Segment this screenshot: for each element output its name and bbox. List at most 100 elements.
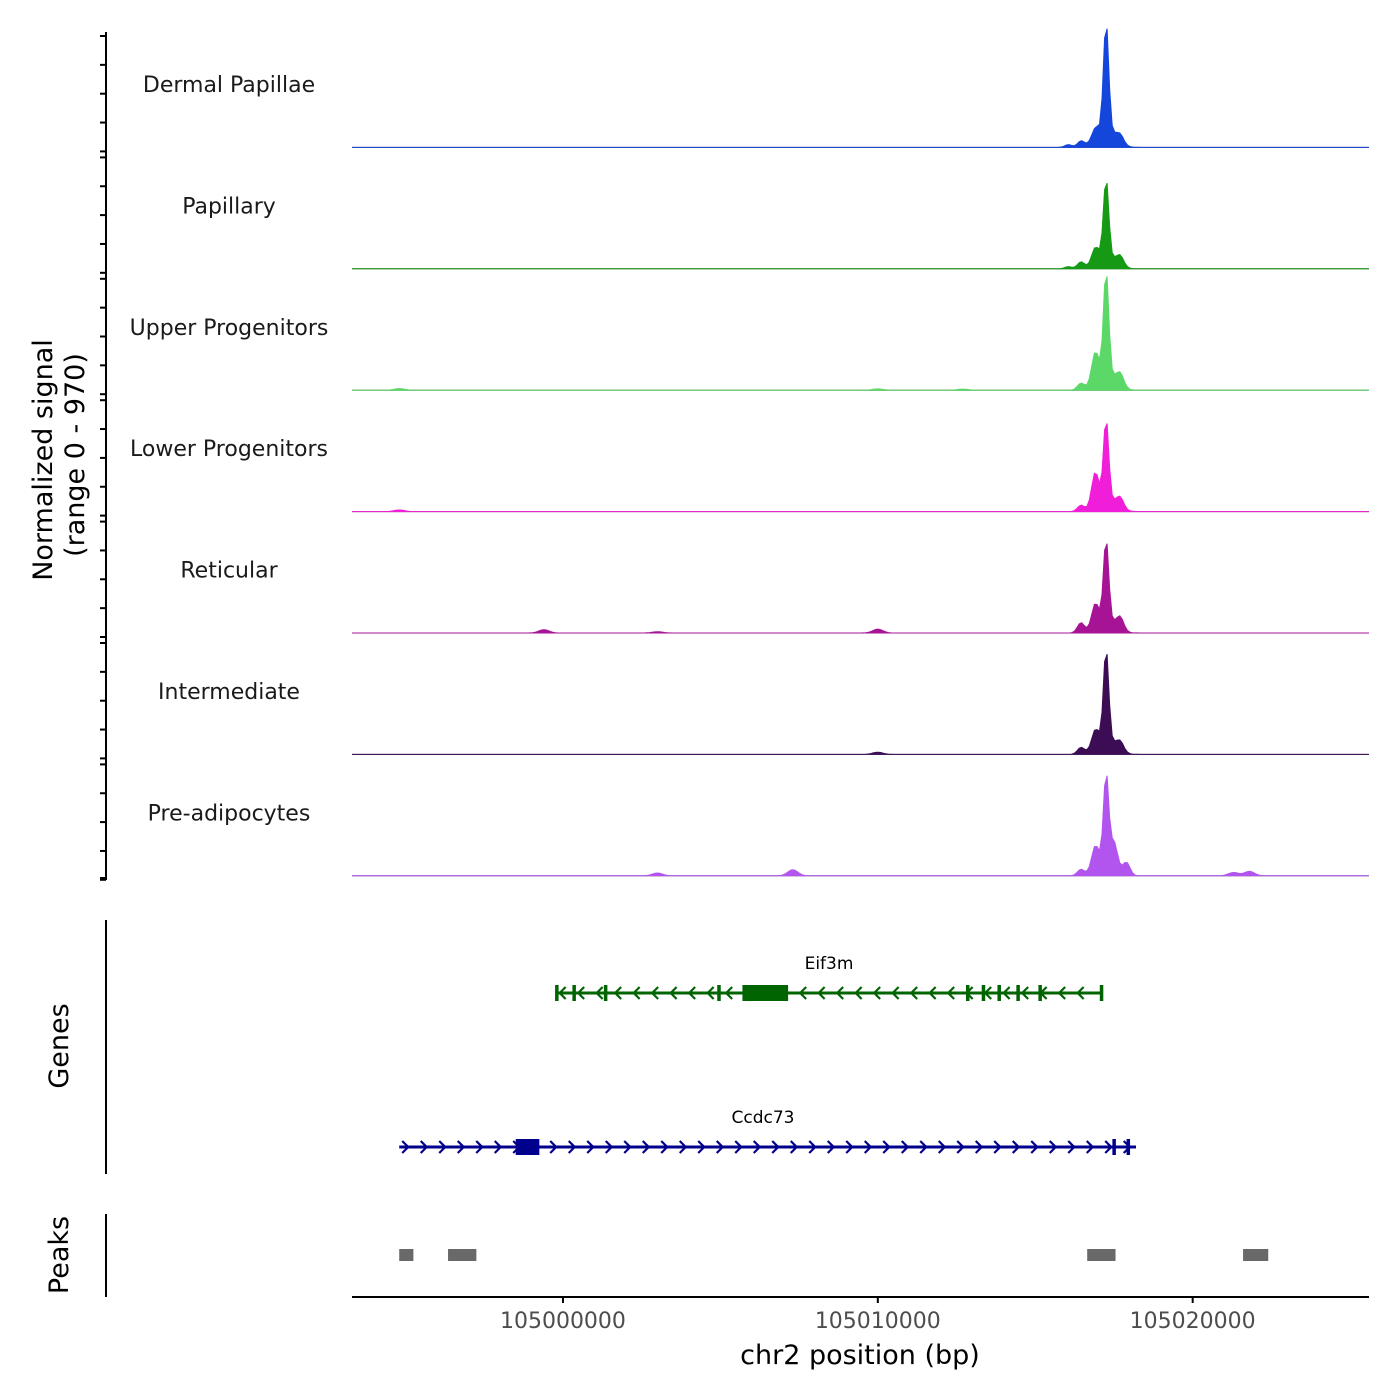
strand-chevron: [798, 986, 807, 1000]
coverage-tracks: Dermal Papillae Papillary Upper Progenitor…: [130, 28, 1369, 877]
strand-chevron: [1020, 986, 1029, 1000]
strand-chevron: [1067, 1140, 1076, 1154]
coverage-track-dermal-papillae: Dermal Papillae: [143, 28, 1369, 148]
gene-annotation-track: Eif3m Ccdc73: [399, 954, 1137, 1155]
gene-ccdc73: Ccdc73: [399, 1108, 1137, 1155]
strand-chevron: [1057, 986, 1066, 1000]
strand-chevron: [928, 986, 937, 1000]
strand-chevron: [817, 986, 826, 1000]
exon: [555, 985, 559, 1001]
exon: [1112, 1139, 1116, 1155]
strand-chevron: [956, 1140, 965, 1154]
exon: [1126, 1139, 1131, 1155]
exon: [1016, 985, 1020, 1001]
signal-ylabel-line2: (range 0 - 970): [60, 353, 91, 557]
coverage-area: [352, 653, 1369, 755]
track-label: Intermediate: [158, 680, 300, 705]
signal-y-ticks: [100, 35, 106, 881]
peaks-ylabel: Peaks: [44, 1216, 75, 1294]
strand-chevron: [595, 986, 604, 1000]
strand-chevron: [826, 1140, 836, 1154]
peak-interval: [1243, 1249, 1269, 1261]
exon: [965, 985, 970, 1001]
genes-ylabel: Genes: [44, 1003, 75, 1088]
track-label: Upper Progenitors: [130, 316, 329, 341]
strand-chevron: [493, 1140, 503, 1154]
gene-eif3m: Eif3m: [555, 954, 1104, 1001]
coverage-area: [352, 543, 1369, 634]
exon: [515, 1139, 540, 1155]
strand-chevron: [900, 1140, 910, 1154]
strand-chevron: [752, 1140, 762, 1154]
strand-chevron: [1030, 1140, 1039, 1154]
signal-ylabel-line1: Normalized signal: [28, 339, 59, 581]
track-label: Papillary: [182, 194, 276, 219]
exon: [981, 985, 986, 1001]
track-label: Pre-adipocytes: [148, 801, 311, 826]
strand-chevron: [438, 1140, 447, 1154]
track-label: Lower Progenitors: [130, 437, 328, 462]
coverage-area: [352, 276, 1369, 391]
strand-chevron: [909, 986, 918, 1000]
track-label: Dermal Papillae: [143, 73, 315, 98]
track-label: Reticular: [180, 559, 278, 584]
x-axis-title: chr2 position (bp): [740, 1340, 980, 1371]
strand-chevron: [660, 1140, 669, 1154]
strand-chevron: [845, 1140, 854, 1154]
peak-interval: [448, 1249, 477, 1261]
strand-chevron: [808, 1140, 817, 1154]
strand-chevron: [1048, 1140, 1058, 1154]
coverage-area: [352, 775, 1369, 877]
strand-chevron: [558, 986, 567, 1000]
strand-chevron: [706, 986, 715, 1000]
strand-chevron: [632, 986, 641, 1000]
strand-chevron: [650, 986, 659, 1000]
coverage-track-lower-progenitors: Lower Progenitors: [130, 423, 1369, 513]
strand-chevron: [734, 1140, 743, 1154]
exon: [717, 985, 721, 1001]
exon: [572, 985, 576, 1001]
coverage-area: [352, 182, 1369, 270]
coverage-track-intermediate: Intermediate: [158, 653, 1369, 755]
peak-interval: [399, 1249, 414, 1261]
peaks-track: [399, 1249, 1269, 1261]
strand-chevron: [771, 1140, 780, 1154]
strand-chevron: [1104, 1140, 1113, 1154]
peak-interval: [1087, 1249, 1116, 1261]
coverage-area: [352, 28, 1369, 148]
strand-chevron: [669, 986, 678, 1000]
x-tick-label: 105020000: [1130, 1309, 1256, 1334]
strand-chevron: [854, 986, 863, 1000]
strand-chevron: [882, 1140, 891, 1154]
strand-chevron: [863, 1140, 873, 1154]
strand-chevron: [919, 1140, 928, 1154]
exon: [1099, 985, 1104, 1001]
exon: [997, 985, 1001, 1001]
x-axis-ticks: 105000000 105010000 105020000: [500, 1297, 1256, 1334]
coverage-track-reticular: Reticular: [180, 543, 1369, 634]
strand-chevron: [937, 1140, 947, 1154]
strand-chevron: [1002, 986, 1011, 1000]
strand-chevron: [641, 1140, 651, 1154]
strand-chevron: [872, 986, 881, 1000]
strand-chevron: [576, 986, 585, 1000]
gene-label: Ccdc73: [732, 1108, 795, 1128]
strand-chevron: [613, 986, 622, 1000]
strand-chevron: [1076, 986, 1085, 1000]
coverage-track-pre-adipocytes: Pre-adipocytes: [148, 775, 1369, 877]
strand-chevron: [1011, 1140, 1021, 1154]
coverage-track-upper-progenitors: Upper Progenitors: [130, 276, 1369, 391]
strand-chevron: [974, 1140, 984, 1154]
exon: [742, 985, 789, 1001]
strand-chevron: [687, 986, 696, 1000]
strand-chevron: [419, 1140, 429, 1154]
strand-chevron: [835, 986, 844, 1000]
strand-chevron: [567, 1140, 577, 1154]
strand-chevron: [549, 1140, 558, 1154]
strand-chevron: [724, 986, 733, 1000]
coverage-area: [352, 423, 1369, 513]
strand-chevron: [946, 986, 955, 1000]
strand-chevron: [1085, 1140, 1095, 1154]
x-tick-label: 105000000: [500, 1309, 626, 1334]
